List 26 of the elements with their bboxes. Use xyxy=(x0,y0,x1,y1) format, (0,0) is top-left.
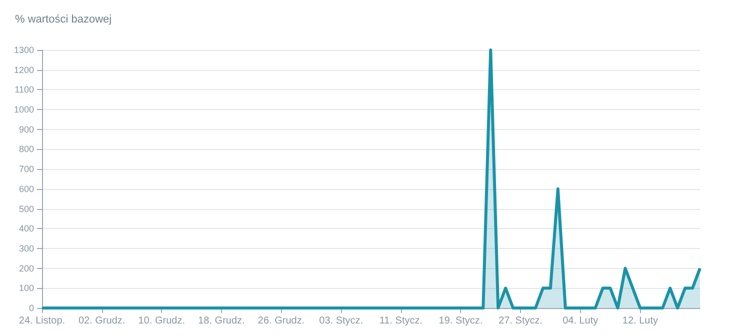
y-tick-label: 800 xyxy=(18,144,34,154)
x-tick-label: 11. Stycz. xyxy=(379,316,422,326)
x-tick-label: 18. Grudz. xyxy=(198,316,245,326)
y-tick-label: 0 xyxy=(28,303,34,313)
y-tick-label: 600 xyxy=(18,184,34,194)
x-tick-label: 12. Luty xyxy=(622,316,658,326)
y-tick-label: 100 xyxy=(18,283,34,294)
y-tick-label: 1200 xyxy=(14,64,34,75)
x-tick-label: 03. Stycz. xyxy=(319,316,364,326)
x-tick-label: 10. Grudz. xyxy=(138,316,185,326)
x-tick-label: 27. Stycz. xyxy=(498,316,542,326)
x-tick-label: 02. Grudz. xyxy=(78,316,126,326)
y-tick-label: 200 xyxy=(18,263,34,274)
y-tick-label: 400 xyxy=(18,224,34,234)
y-tick-label: 1000 xyxy=(14,104,34,115)
y-tick-label: 1300 xyxy=(14,45,34,55)
x-tick-label: 04. Luty xyxy=(562,316,598,326)
x-tick-label: 19. Stycz. xyxy=(438,316,483,326)
y-tick-label: 700 xyxy=(18,164,34,174)
x-tick-label: 24. Listop. xyxy=(18,316,66,326)
y-tick-label: 1100 xyxy=(14,84,34,95)
x-tick-label: 26. Grudz. xyxy=(258,316,305,326)
y-axis-title: % wartości bazowej xyxy=(15,14,112,26)
y-tick-label: 300 xyxy=(18,243,34,254)
y-tick-label: 900 xyxy=(18,124,34,134)
y-tick-label: 500 xyxy=(18,204,34,214)
